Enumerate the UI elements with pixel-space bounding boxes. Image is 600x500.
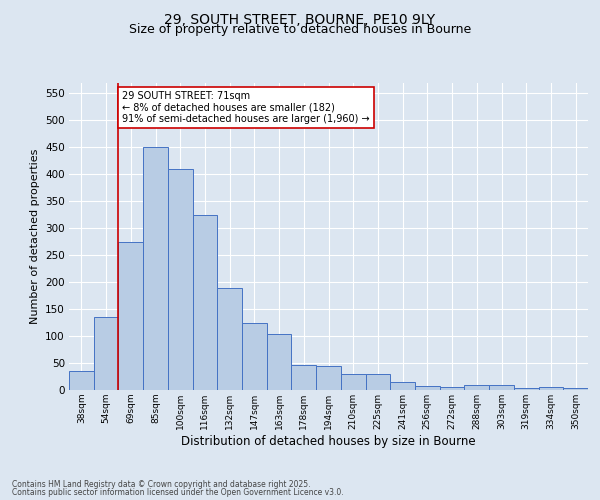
Bar [489, 384, 514, 390]
Bar [168, 169, 193, 390]
Bar [563, 388, 588, 390]
Bar [365, 374, 390, 390]
X-axis label: Distribution of detached houses by size in Bourne: Distribution of detached houses by size … [181, 434, 476, 448]
Y-axis label: Number of detached properties: Number of detached properties [29, 148, 40, 324]
Bar [267, 334, 292, 390]
Text: Size of property relative to detached houses in Bourne: Size of property relative to detached ho… [129, 24, 471, 36]
Bar [415, 386, 440, 390]
Bar [539, 388, 563, 390]
Bar [464, 385, 489, 390]
Bar [242, 322, 267, 390]
Bar [292, 365, 316, 390]
Bar [316, 366, 341, 390]
Bar [143, 147, 168, 390]
Bar [390, 382, 415, 390]
Text: Contains public sector information licensed under the Open Government Licence v3: Contains public sector information licen… [12, 488, 344, 497]
Bar [217, 288, 242, 390]
Bar [341, 374, 365, 390]
Bar [193, 214, 217, 390]
Text: 29 SOUTH STREET: 71sqm
← 8% of detached houses are smaller (182)
91% of semi-det: 29 SOUTH STREET: 71sqm ← 8% of detached … [122, 90, 370, 124]
Text: Contains HM Land Registry data © Crown copyright and database right 2025.: Contains HM Land Registry data © Crown c… [12, 480, 311, 489]
Bar [69, 371, 94, 390]
Bar [118, 242, 143, 390]
Bar [94, 317, 118, 390]
Bar [440, 387, 464, 390]
Bar [514, 388, 539, 390]
Text: 29, SOUTH STREET, BOURNE, PE10 9LY: 29, SOUTH STREET, BOURNE, PE10 9LY [164, 12, 436, 26]
